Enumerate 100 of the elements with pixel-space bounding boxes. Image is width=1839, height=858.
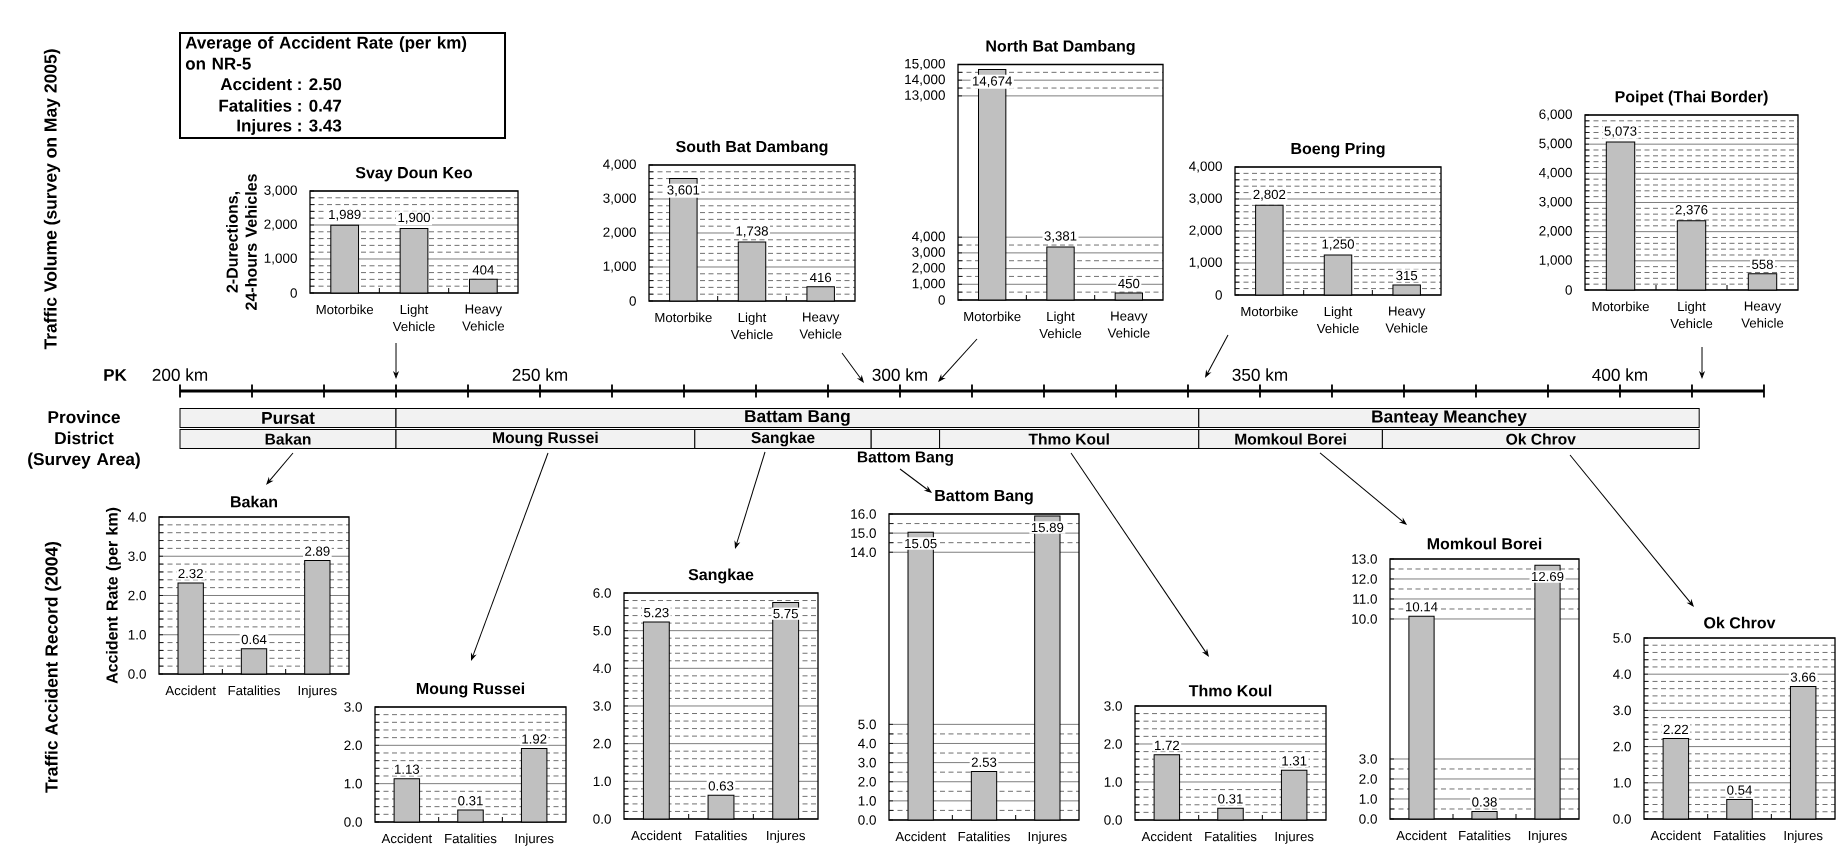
y-tick-label: 0.0: [1613, 814, 1631, 824]
y-tick-label: 15,000: [905, 58, 945, 71]
series-label: Ok Chrov: [1506, 433, 1576, 445]
x-tick-label: Light Vehicle: [392, 304, 435, 332]
chart-title: Momkoul Borei: [1427, 537, 1542, 550]
x-tick-label: Heavy Vehicle: [1107, 311, 1150, 338]
y-tick-label: 3.0: [593, 701, 611, 711]
y-tick-label: 6.0: [593, 588, 611, 598]
chart-title: South Bat Dambang: [676, 140, 828, 156]
x-tick-label: Fatalities: [228, 685, 280, 696]
y-tick-label: 3.0: [1359, 754, 1377, 764]
data-label: 1.13: [395, 764, 420, 774]
y-tick-label: 3,000: [264, 185, 297, 197]
y-tick-label: 0.0: [128, 669, 146, 679]
x-tick-label: Heavy Vehicle: [1741, 301, 1784, 328]
data-label: 2.32: [178, 568, 203, 579]
series-label: Bakan: [265, 433, 311, 445]
y-tick-label: 3,000: [1189, 193, 1222, 205]
y-tick-label: 2,000: [912, 263, 945, 275]
y-axis-title: Accident Rate (per km): [105, 507, 121, 684]
y-axis-title: 2-Durections, 24-hours Vehicles: [226, 174, 257, 310]
data-label: 0.31: [1218, 794, 1243, 804]
data-label: 0.38: [1472, 797, 1497, 807]
x-tick-label: Accident: [631, 830, 682, 841]
y-tick-label: 16.0: [851, 509, 876, 519]
data-label: 3,381: [1044, 231, 1077, 243]
x-tick-label: Accident: [1396, 830, 1447, 841]
series-label: Momkoul Borei: [1235, 433, 1346, 445]
data-label: 15.05: [905, 538, 937, 549]
y-tick-label: 2.0: [593, 738, 611, 749]
y-tick-label: 0: [1565, 285, 1572, 295]
y-tick-label: 1.0: [593, 776, 611, 787]
y-tick-label: 1,000: [1189, 257, 1222, 269]
chart-title: Sangkae: [688, 568, 754, 584]
y-tick-label: 3.0: [858, 757, 876, 768]
data-label: 2.22: [1663, 724, 1689, 734]
x-tick-label: Heavy Vehicle: [1385, 306, 1428, 333]
y-tick-label: 0: [629, 296, 636, 306]
y-tick-label: 2,000: [264, 219, 297, 231]
y-tick-label: 2,000: [1539, 226, 1572, 238]
y-tick-label: 2.0: [344, 740, 362, 751]
y-tick-label: 2.0: [1613, 741, 1631, 752]
x-tick-label: Injures: [515, 833, 554, 846]
series-label: Battom Bang: [857, 451, 953, 466]
data-label: 2.89: [305, 546, 330, 556]
x-tick-label: Motorbike: [655, 312, 712, 323]
chart-title: North Bat Dambang: [986, 39, 1135, 55]
y-tick-label: 2,000: [1189, 225, 1222, 237]
text: Traffic Volume (survey on May 2005): [43, 49, 61, 350]
data-label: 558: [1752, 259, 1773, 270]
data-label: 1,900: [398, 212, 430, 224]
y-tick-label: 3.0: [344, 702, 362, 712]
y-tick-label: 15.0: [851, 528, 876, 538]
series-label: Pursat: [262, 411, 315, 425]
data-label: 15.89: [1031, 522, 1064, 533]
y-tick-label: 1,000: [264, 253, 297, 265]
y-tick-label: 1,000: [1539, 255, 1572, 267]
y-tick-label: 1.0: [858, 796, 876, 806]
y-tick-label: 3,000: [603, 193, 636, 205]
data-label: 1.31: [1282, 756, 1307, 766]
data-label: 3.66: [1790, 672, 1816, 682]
chart-title: Poipet (Thai Border): [1615, 90, 1768, 106]
text: Traffic Accident Record (2004): [44, 541, 62, 793]
y-tick-label: 0: [290, 288, 297, 298]
x-tick-label: 200 km: [152, 368, 208, 381]
y-tick-label: 4.0: [858, 738, 876, 749]
y-tick-label: 0.0: [593, 814, 611, 824]
x-tick-label: Accident: [381, 833, 433, 844]
x-tick-label: Motorbike: [964, 311, 1021, 322]
y-tick-label: 0.0: [1104, 815, 1122, 825]
y-tick-label: Province: [48, 410, 120, 424]
x-tick-label: Injures: [1784, 830, 1823, 843]
y-tick-label: 5.0: [858, 719, 876, 730]
x-tick-label: 350 km: [1232, 368, 1288, 381]
data-label: 315: [1396, 270, 1418, 281]
data-label: 450: [1118, 278, 1140, 289]
x-tick-label: Light Vehicle: [1316, 306, 1359, 334]
data-label: 2.53: [971, 757, 997, 767]
data-label: 1.72: [1155, 740, 1180, 750]
x-tick-label: Fatalities: [1205, 831, 1257, 842]
x-tick-label: Accident: [895, 831, 946, 842]
x-tick-label: 400 km: [1592, 368, 1648, 381]
data-label: 2,376: [1675, 205, 1708, 216]
chart-title: Boeng Pring: [1291, 142, 1385, 158]
series-label: Moung Russei: [493, 431, 598, 447]
data-label: 5.23: [644, 607, 669, 618]
y-tick-label: 1,000: [912, 278, 945, 290]
x-tick-label: Injures: [1528, 830, 1567, 843]
x-tick-label: Injures: [1028, 831, 1067, 844]
data-label: 12.69: [1532, 571, 1564, 582]
x-tick-label: Motorbike: [1592, 301, 1649, 312]
y-tick-label: 2.0: [1359, 774, 1377, 784]
data-label: 3,601: [667, 185, 700, 197]
y-tick-label: 0: [1215, 290, 1222, 300]
data-label: 1,250: [1322, 239, 1354, 251]
data-label: 10.14: [1406, 602, 1438, 612]
chart-title: Bakan: [231, 495, 278, 508]
y-tick-label: 1.0: [344, 778, 362, 789]
x-tick-label: Accident: [1141, 831, 1193, 842]
series-label: Battam Bang: [745, 410, 850, 426]
